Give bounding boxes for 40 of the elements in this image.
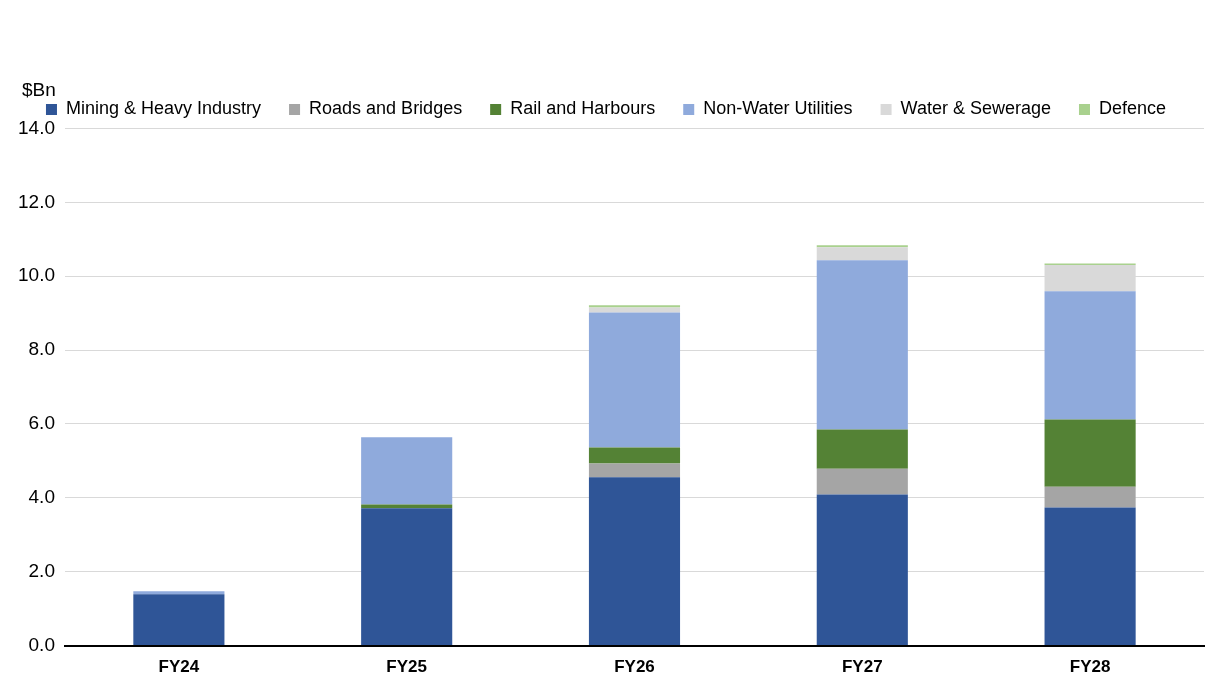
y-tick-label: 10.0	[18, 264, 55, 286]
y-tick-label: 0.0	[28, 633, 55, 655]
x-tick-label: FY28	[1069, 657, 1111, 677]
y-tick-label: 2.0	[28, 559, 55, 581]
y-tick-label: 6.0	[28, 412, 55, 434]
y-tick-label: 8.0	[28, 338, 55, 360]
x-tick-label: FY27	[841, 657, 883, 677]
bar	[816, 494, 908, 646]
bar	[361, 437, 453, 505]
legend-label: Mining & Heavy Industry	[65, 98, 262, 119]
bar	[816, 468, 908, 495]
bar	[588, 463, 681, 478]
bar	[588, 305, 681, 308]
bar	[361, 508, 453, 646]
x-tick-label: FY26	[614, 657, 655, 677]
bar	[133, 591, 225, 595]
y-axis-title: $Bn	[22, 78, 56, 100]
y-tick-label: 14.0	[18, 116, 55, 138]
bar	[816, 429, 908, 469]
legend-label: Non-Water Utilities	[703, 98, 853, 119]
bar	[588, 447, 681, 464]
bar	[1044, 507, 1136, 646]
y-tick-label: 4.0	[28, 486, 55, 508]
bar	[1044, 419, 1136, 487]
bar	[361, 504, 453, 509]
bar	[1044, 291, 1136, 420]
x-tick-label: FY24	[158, 657, 200, 677]
legend-label: Water & Sewerage	[900, 98, 1051, 119]
bar	[816, 245, 908, 248]
y-tick-label: 12.0	[18, 190, 55, 212]
bar	[1044, 486, 1136, 508]
legend-label: Rail and Harbours	[510, 98, 656, 119]
bar	[588, 312, 681, 448]
bar	[133, 594, 225, 646]
bar	[816, 247, 908, 261]
bar	[816, 260, 908, 430]
bar	[588, 477, 681, 646]
legend-label: Roads and Bridges	[309, 98, 463, 119]
legend-label: Defence	[1098, 98, 1167, 119]
x-tick-label: FY25	[386, 657, 428, 677]
